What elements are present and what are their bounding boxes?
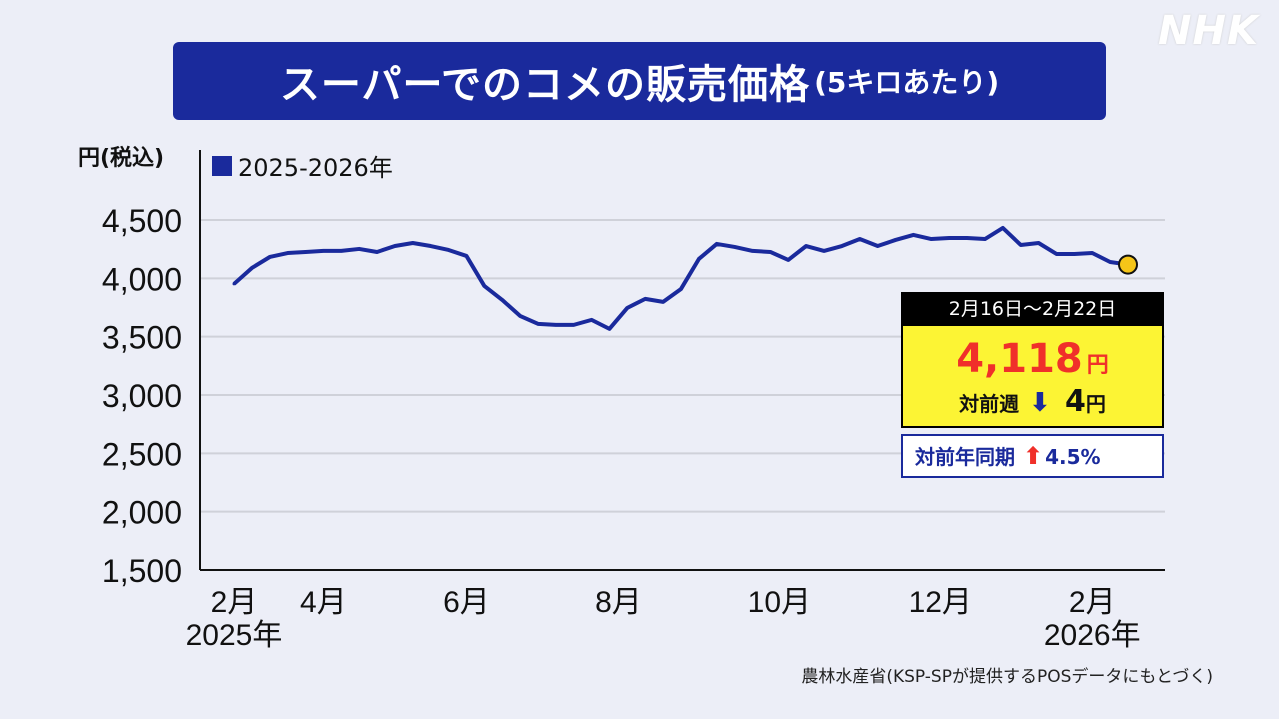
y-tick-label: 4,500: [102, 203, 182, 239]
data-point: [607, 327, 611, 331]
latest-point-marker: [1118, 254, 1138, 275]
data-point: [733, 245, 737, 249]
data-point: [822, 249, 826, 253]
data-point: [751, 249, 755, 253]
data-point: [554, 323, 558, 327]
data-point: [1037, 241, 1041, 245]
data-point: [304, 250, 308, 254]
x-tick-label: 4月: [300, 586, 347, 619]
data-point: [286, 251, 290, 255]
data-point: [572, 323, 576, 327]
data-point: [482, 284, 486, 288]
arrow-up-icon: ⬆: [1023, 442, 1044, 470]
data-point: [715, 242, 719, 246]
week-unit: 円: [1085, 392, 1106, 416]
data-point: [786, 258, 790, 262]
x-tick-label: 2月: [211, 586, 258, 619]
data-point: [679, 287, 683, 291]
data-point: [375, 250, 379, 254]
legend: 2025-2026年: [212, 148, 393, 183]
data-point: [321, 249, 325, 253]
yoy-change: 対前年同期 ⬆ 4.5%: [901, 434, 1164, 478]
data-point: [840, 244, 844, 248]
x-tick-year-label: 2026年: [1044, 619, 1141, 652]
title-sub: (5キロあたり): [814, 66, 1000, 99]
data-point: [268, 255, 272, 259]
data-point: [339, 249, 343, 253]
x-tick-label: 8月: [595, 586, 642, 619]
data-point: [1054, 252, 1058, 256]
week-change-value: 4: [1064, 384, 1086, 419]
data-point: [357, 247, 361, 251]
source-note: 農林水産省(KSP-SPが提供するPOSデータにもとづく): [801, 667, 1213, 687]
data-point: [536, 322, 540, 326]
data-point: [965, 236, 969, 240]
data-point: [232, 282, 236, 286]
y-tick-label: 3,000: [102, 378, 182, 414]
data-point: [929, 237, 933, 241]
data-point: [590, 318, 594, 322]
data-point: [876, 244, 880, 248]
y-tick-label: 1,500: [102, 553, 182, 589]
callout-price-panel: 4,118 円 対前週 ⬇ 4円: [901, 326, 1164, 428]
data-point: [1108, 260, 1112, 264]
data-point: [661, 300, 665, 304]
nhk-logo: NHK: [1158, 8, 1259, 54]
data-point: [1001, 226, 1005, 230]
data-point: [429, 244, 433, 248]
x-tick-label: 6月: [443, 586, 490, 619]
y-tick-label: 2,500: [102, 436, 182, 472]
data-point: [518, 314, 522, 318]
data-point: [911, 233, 915, 237]
y-tick-label: 3,500: [102, 320, 182, 356]
data-point: [250, 266, 254, 270]
data-point: [393, 244, 397, 248]
x-tick-year-label: 2025年: [186, 619, 283, 652]
data-point: [411, 241, 415, 245]
data-point: [768, 250, 772, 254]
data-point: [894, 238, 898, 242]
data-point: [947, 236, 951, 240]
data-point: [643, 297, 647, 301]
y-tick-label: 2,000: [102, 495, 182, 531]
week-change: 対前週 ⬇ 4円: [903, 384, 1162, 419]
data-point: [983, 237, 987, 241]
y-tick-label: 4,000: [102, 261, 182, 297]
price-unit: 円: [1086, 353, 1109, 378]
x-tick-label: 12月: [909, 586, 972, 619]
y-axis-label: 円(税込): [78, 146, 165, 171]
data-point: [625, 306, 629, 310]
week-label: 対前週: [959, 392, 1020, 416]
legend-label: 2025-2026年: [238, 154, 393, 182]
callout-period: 2月16日〜2月22日: [901, 292, 1164, 326]
title-main: スーパーでのコメの販売価格: [279, 62, 811, 108]
data-point: [858, 237, 862, 241]
x-tick-label: 2月: [1069, 586, 1116, 619]
chart-title: スーパーでのコメの販売価格 (5キロあたり): [173, 42, 1106, 120]
price-value: 4,118: [956, 336, 1083, 382]
data-point: [464, 254, 468, 258]
data-point: [1072, 252, 1076, 256]
arrow-down-icon: ⬇: [1029, 388, 1051, 418]
yoy-value: 4.5%: [1045, 445, 1101, 469]
x-tick-label: 10月: [748, 586, 811, 619]
data-point: [1019, 243, 1023, 247]
price-callout: 2月16日〜2月22日 4,118 円 対前週 ⬇ 4円 対前年同期 ⬆ 4.5%: [901, 292, 1164, 478]
data-point: [804, 244, 808, 248]
callout-price: 4,118 円: [903, 326, 1162, 382]
data-point: [1090, 251, 1094, 255]
data-point: [500, 298, 504, 302]
data-point: [447, 248, 451, 252]
data-point: [697, 257, 701, 261]
legend-swatch: [212, 155, 232, 176]
yoy-label: 対前年同期: [915, 445, 1015, 469]
